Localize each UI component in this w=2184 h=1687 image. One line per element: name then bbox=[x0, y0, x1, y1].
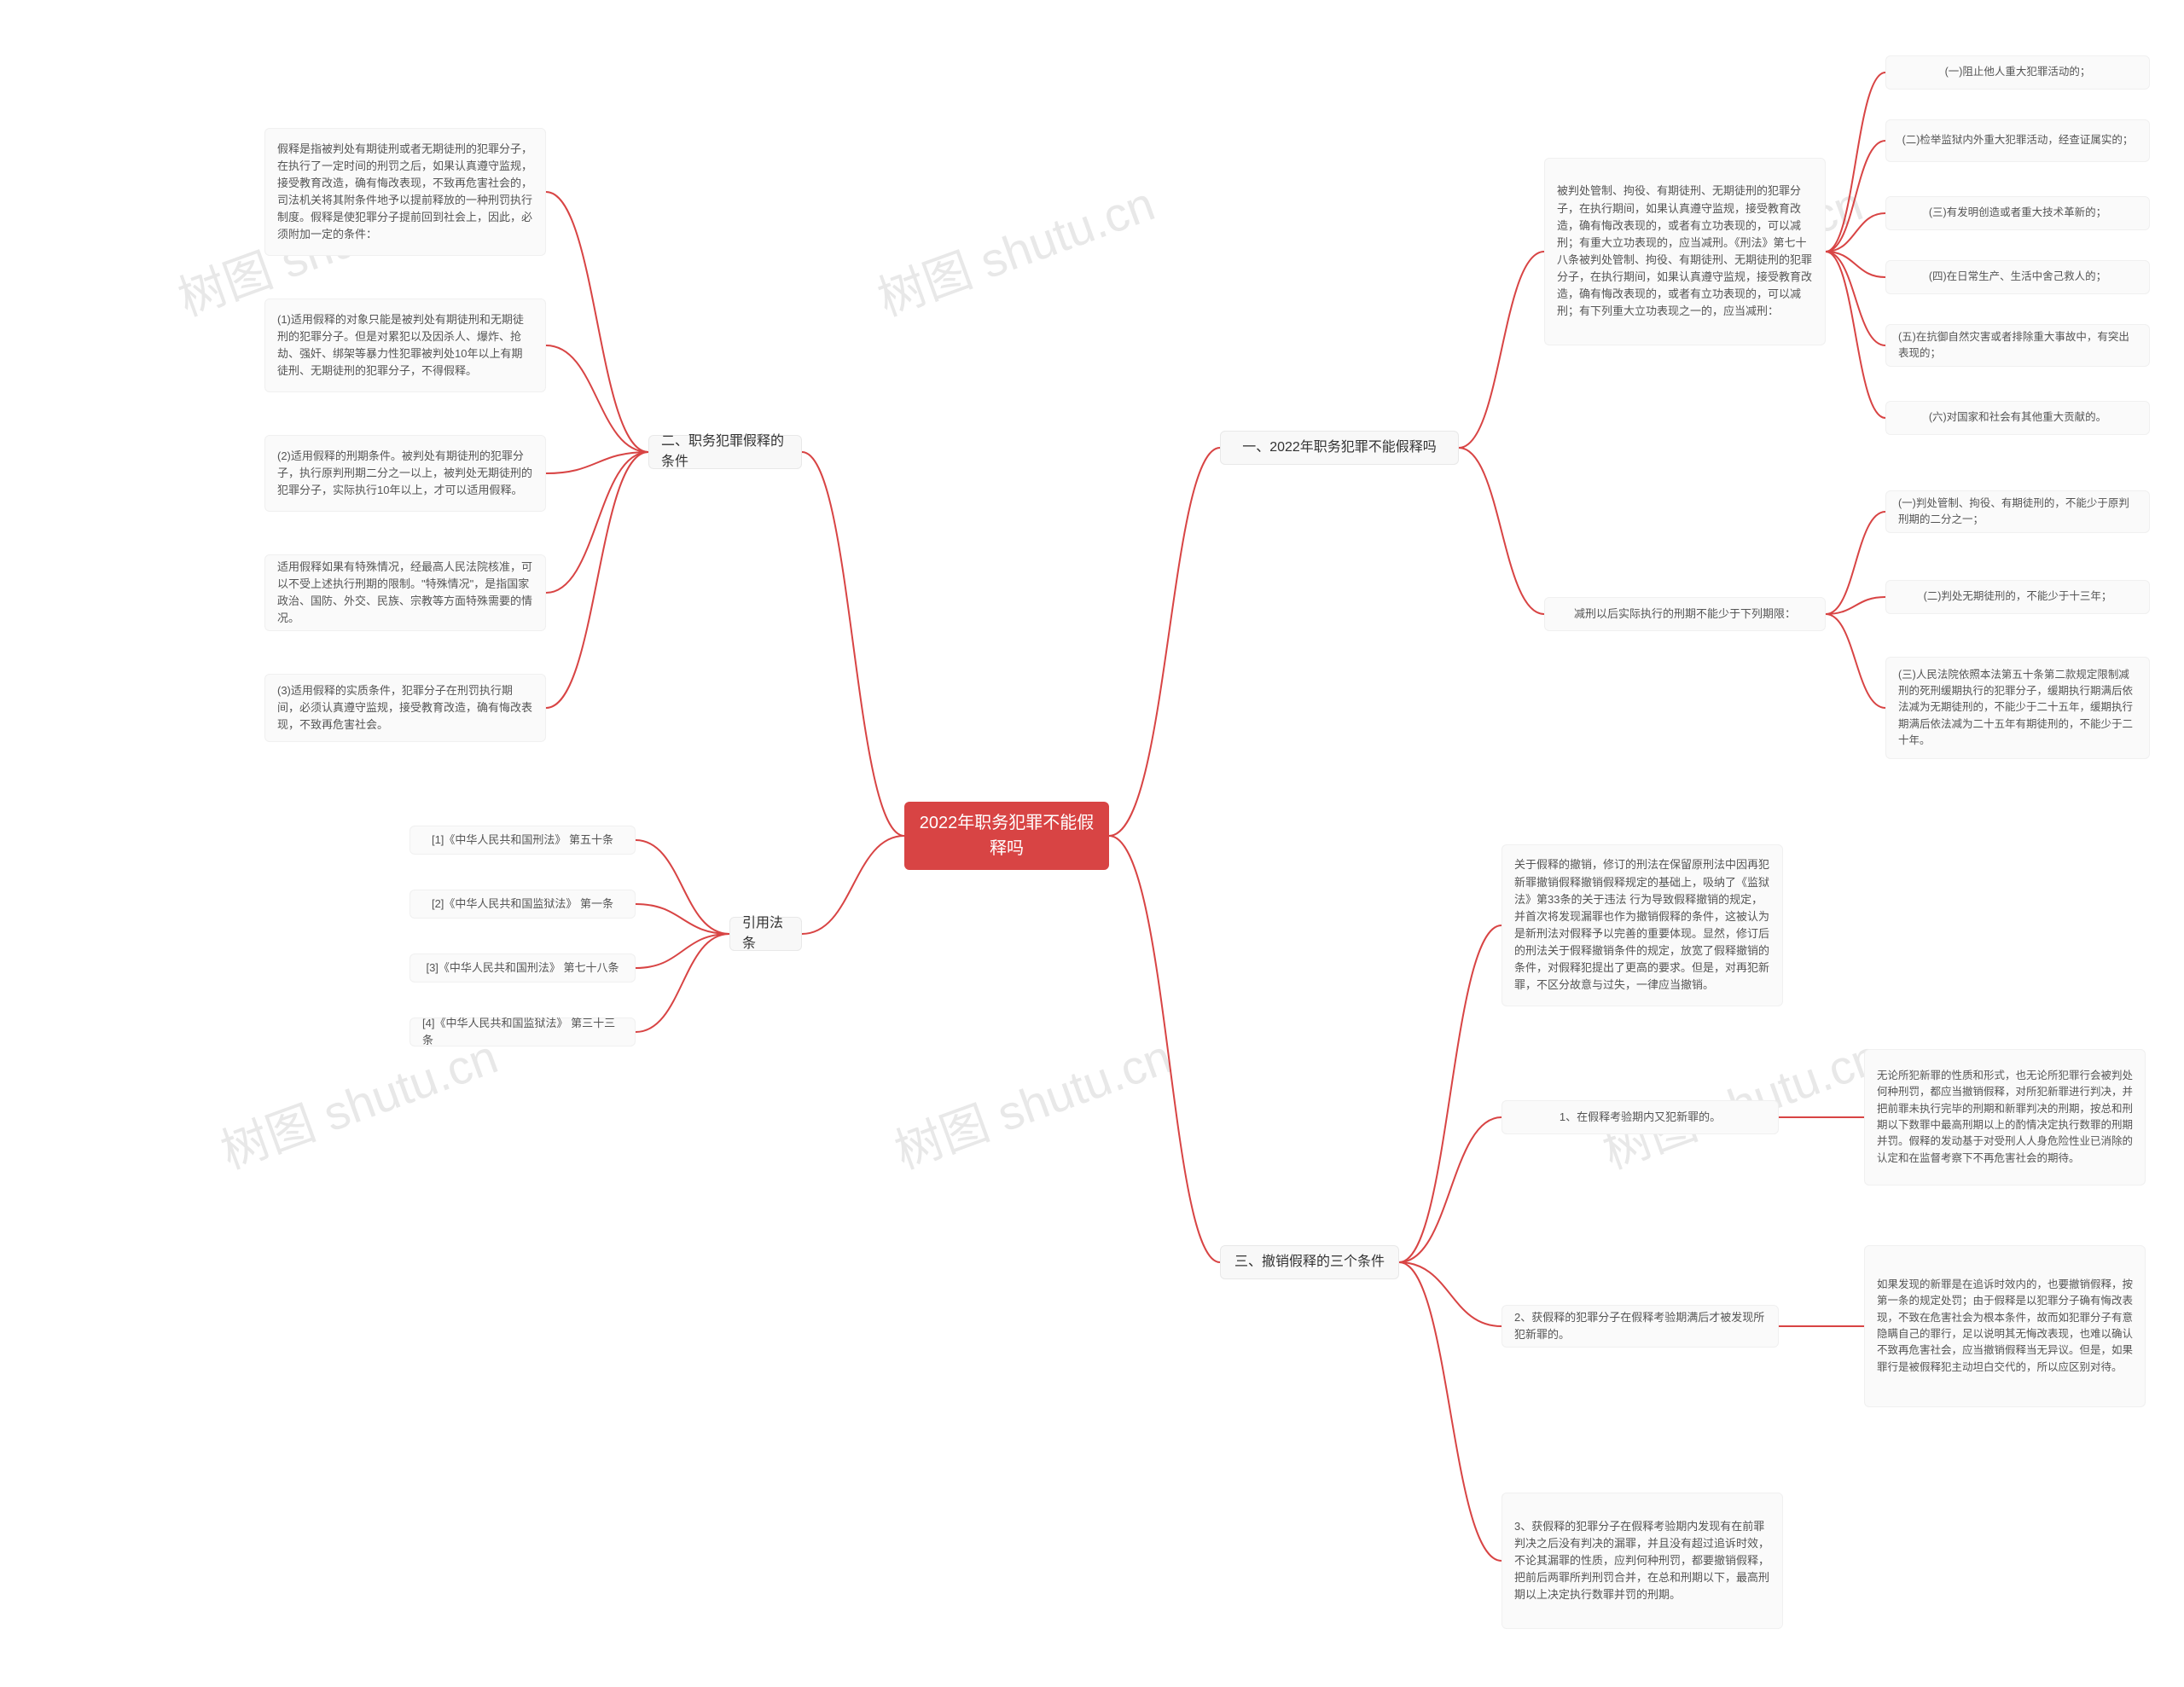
branch-2[interactable]: 二、职务犯罪假释的条件 bbox=[648, 435, 802, 469]
b1-child-2[interactable]: 减刑以后实际执行的刑期不能少于下列期限： bbox=[1544, 597, 1826, 631]
b1c1-item-2[interactable]: (二)检举监狱内外重大犯罪活动，经查证属实的； bbox=[1885, 119, 2150, 162]
b4-child-1[interactable]: [1]《中华人民共和国刑法》 第五十条 bbox=[410, 826, 636, 855]
branch-1[interactable]: 一、2022年职务犯罪不能假释吗 bbox=[1220, 431, 1459, 465]
branch-3[interactable]: 三、撤销假释的三个条件 bbox=[1220, 1245, 1399, 1279]
b1c1-item-4[interactable]: (四)在日常生产、生活中舍己救人的； bbox=[1885, 260, 2150, 294]
b2-child-5[interactable]: (3)适用假释的实质条件，犯罪分子在刑罚执行期间，必须认真遵守监规，接受教育改造… bbox=[264, 674, 546, 742]
b4-child-2[interactable]: [2]《中华人民共和国监狱法》 第一条 bbox=[410, 890, 636, 919]
b1-child-2-text: 减刑以后实际执行的刑期不能少于下列期限： bbox=[1574, 606, 1796, 623]
branch-4[interactable]: 引用法条 bbox=[729, 917, 802, 951]
watermark: 树图 shutu.cn bbox=[867, 165, 1163, 329]
b4-child-3[interactable]: [3]《中华人民共和国刑法》 第七十八条 bbox=[410, 954, 636, 983]
b1c2-item-1[interactable]: (一)判处管制、拘役、有期徒刑的，不能少于原判刑期的二分之一； bbox=[1885, 490, 2150, 533]
b3-child-3[interactable]: 2、获假释的犯罪分子在假释考验期满后才被发现所犯新罪的。 bbox=[1502, 1305, 1779, 1348]
b1-child-1[interactable]: 被判处管制、拘役、有期徒刑、无期徒刑的犯罪分子，在执行期间，如果认真遵守监规，接… bbox=[1544, 158, 1826, 345]
b2-child-1[interactable]: 假释是指被判处有期徒刑或者无期徒刑的犯罪分子，在执行了一定时间的刑罚之后，如果认… bbox=[264, 128, 546, 256]
b1c2-item-3[interactable]: (三)人民法院依照本法第五十条第二款规定限制减刑的死刑缓期执行的犯罪分子，缓期执… bbox=[1885, 657, 2150, 759]
b4-child-4[interactable]: [4]《中华人民共和国监狱法》 第三十三条 bbox=[410, 1017, 636, 1046]
branch-2-label: 二、职务犯罪假释的条件 bbox=[661, 432, 789, 472]
b3-child-2-sub[interactable]: 无论所犯新罪的性质和形式，也无论所犯罪行会被判处何种刑罚，都应当撤销假释，对所犯… bbox=[1864, 1049, 2146, 1186]
root-title: 2022年职务犯罪不能假释吗 bbox=[916, 810, 1097, 861]
b3-child-3-sub[interactable]: 如果发现的新罪是在追诉时效内的，也要撤销假释，按第一条的规定处罚；由于假释是以犯… bbox=[1864, 1245, 2146, 1407]
b2-child-3[interactable]: (2)适用假释的刑期条件。被判处有期徒刑的犯罪分子，执行原判刑期二分之一以上，被… bbox=[264, 435, 546, 512]
b3-child-2[interactable]: 1、在假释考验期内又犯新罪的。 bbox=[1502, 1100, 1779, 1134]
b1-child-1-text: 被判处管制、拘役、有期徒刑、无期徒刑的犯罪分子，在执行期间，如果认真遵守监规，接… bbox=[1557, 183, 1813, 320]
b3-child-1[interactable]: 关于假释的撤销，修订的刑法在保留原刑法中因再犯新罪撤销假释撤销假释规定的基础上，… bbox=[1502, 844, 1783, 1006]
root-node[interactable]: 2022年职务犯罪不能假释吗 bbox=[904, 802, 1109, 870]
b1c1-item-6[interactable]: (六)对国家和社会有其他重大贡献的。 bbox=[1885, 401, 2150, 435]
b1c1-item-5[interactable]: (五)在抗御自然灾害或者排除重大事故中，有突出表现的； bbox=[1885, 324, 2150, 367]
branch-3-label: 三、撤销假释的三个条件 bbox=[1234, 1252, 1385, 1272]
b2-child-4[interactable]: 适用假释如果有特殊情况，经最高人民法院核准，可以不受上述执行刑期的限制。"特殊情… bbox=[264, 554, 546, 631]
branch-4-label: 引用法条 bbox=[742, 913, 789, 954]
b1c2-item-2[interactable]: (二)判处无期徒刑的，不能少于十三年； bbox=[1885, 580, 2150, 614]
b1c1-item-1[interactable]: (一)阻止他人重大犯罪活动的； bbox=[1885, 55, 2150, 90]
watermark: 树图 shutu.cn bbox=[884, 1018, 1180, 1182]
branch-1-label: 一、2022年职务犯罪不能假释吗 bbox=[1242, 438, 1437, 458]
b3-child-4[interactable]: 3、获假释的犯罪分子在假释考验期内发现有在前罪判决之后没有判决的漏罪，并且没有超… bbox=[1502, 1493, 1783, 1629]
b2-child-2[interactable]: (1)适用假释的对象只能是被判处有期徒刑和无期徒刑的犯罪分子。但是对累犯以及因杀… bbox=[264, 299, 546, 392]
b1c1-item-3[interactable]: (三)有发明创造或者重大技术革新的； bbox=[1885, 196, 2150, 230]
mindmap-canvas: 树图 shutu.cn 树图 shutu.cn 树图 shutu.cn 树图 s… bbox=[0, 0, 2184, 1687]
